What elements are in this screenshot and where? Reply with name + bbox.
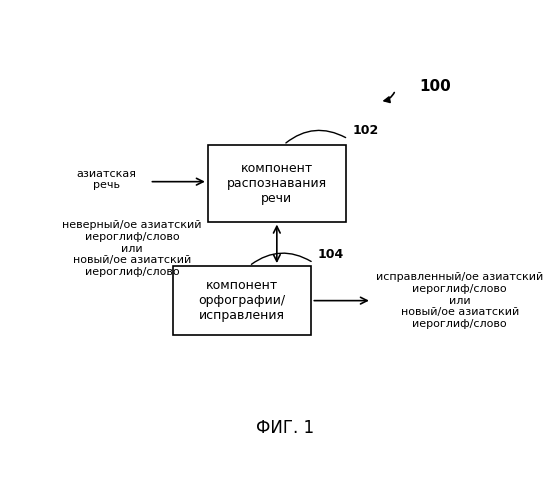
- Text: компонент
орфографии/
исправления: компонент орфографии/ исправления: [199, 279, 286, 322]
- Text: 100: 100: [419, 80, 451, 94]
- FancyBboxPatch shape: [208, 144, 346, 222]
- Text: исправленный/ое азиатский
иероглиф/слово
или
новый/ое азиатский
иероглиф/слово: исправленный/ое азиатский иероглиф/слово…: [376, 272, 544, 329]
- Text: ФИГ. 1: ФИГ. 1: [256, 418, 315, 436]
- FancyBboxPatch shape: [173, 266, 311, 336]
- Text: азиатская
речь: азиатская речь: [76, 168, 136, 190]
- Text: 102: 102: [353, 124, 379, 137]
- Text: неверный/ое азиатский
иероглиф/слово
или
новый/ое азиатский
иероглиф/слово: неверный/ое азиатский иероглиф/слово или…: [62, 220, 202, 277]
- Text: компонент
распознавания
речи: компонент распознавания речи: [227, 162, 327, 204]
- Text: 104: 104: [318, 248, 344, 261]
